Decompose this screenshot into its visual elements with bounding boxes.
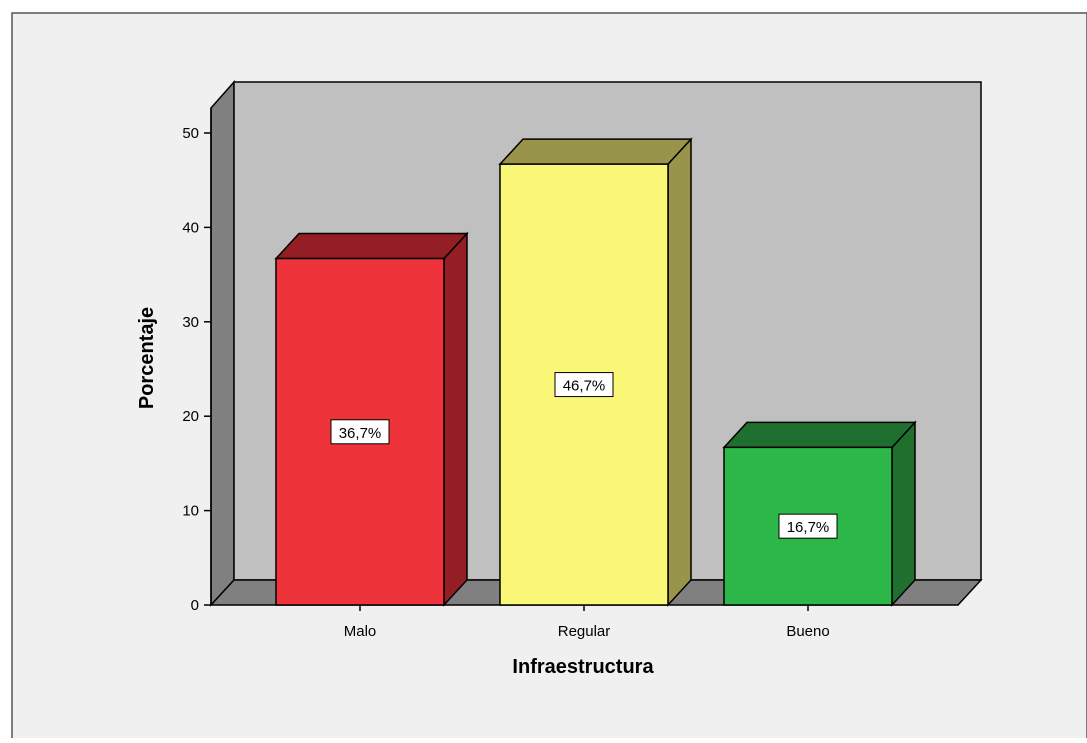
bar-bueno xyxy=(722,420,917,607)
x-tick-label-regular: Regular xyxy=(558,623,611,640)
data-labels: 36,7% 46,7% 16,7% xyxy=(330,372,838,539)
y-tick-label-5: 50 xyxy=(182,125,199,142)
x-tick-label-bueno: Bueno xyxy=(786,623,829,640)
data-label-box-malo xyxy=(330,419,390,445)
bar-top-regular xyxy=(498,138,693,165)
bar-top-malo xyxy=(274,232,469,260)
bar-side-regular xyxy=(667,137,692,607)
x-tick-label-malo: Malo xyxy=(344,623,377,640)
left-wall xyxy=(210,80,235,607)
y-tick-label-3: 30 xyxy=(182,314,199,331)
x-axis-title: Infraestructura xyxy=(512,656,654,678)
data-label-box-regular xyxy=(554,372,614,398)
data-label-text-regular: 46,7% xyxy=(563,378,606,395)
data-label-malo: 36,7% xyxy=(330,419,390,445)
y-tick-label-1: 10 xyxy=(182,503,199,520)
data-label-bueno: 16,7% xyxy=(778,513,838,539)
data-label-text-bueno: 16,7% xyxy=(787,519,830,536)
x-ticks: Malo Regular Bueno xyxy=(344,605,830,640)
y-tick-label-4: 40 xyxy=(182,219,199,236)
data-label-box-bueno xyxy=(778,513,838,539)
y-tick-label-0: 0 xyxy=(191,597,199,614)
y-ticks: 0 10 20 30 40 50 xyxy=(182,125,211,614)
bar-top-bueno xyxy=(722,421,917,449)
bar-side-malo xyxy=(443,231,468,607)
data-label-text-malo: 36,7% xyxy=(339,425,382,442)
y-axis-title: Porcentaje xyxy=(136,307,158,409)
data-label-regular: 46,7% xyxy=(554,372,614,398)
bar-malo xyxy=(274,231,469,607)
y-tick-label-2: 20 xyxy=(182,408,199,425)
bar-side-bueno xyxy=(891,420,916,607)
